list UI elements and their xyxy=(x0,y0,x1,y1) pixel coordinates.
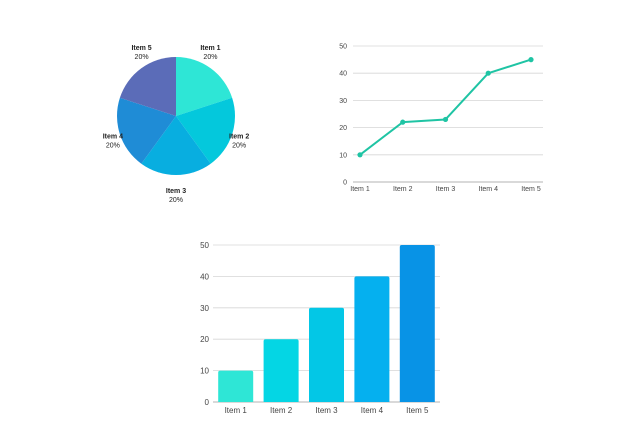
pie-label-3: Item 3 xyxy=(166,188,186,195)
line-x-tick: Item 4 xyxy=(479,186,499,193)
line-point-1 xyxy=(357,152,363,158)
pie-label-4: Item 4 xyxy=(103,133,123,140)
line-x-tick: Item 1 xyxy=(350,186,370,193)
bar-y-tick: 10 xyxy=(200,367,209,376)
bar-2 xyxy=(263,339,299,402)
bar-4 xyxy=(354,276,390,402)
pie-percent-4: 20% xyxy=(106,142,120,149)
line-point-2 xyxy=(400,119,406,125)
pie-label-2: Item 2 xyxy=(229,133,249,140)
bar-3 xyxy=(309,307,344,402)
bar-y-tick: 50 xyxy=(200,241,209,250)
bar-y-tick: 20 xyxy=(200,335,209,344)
line-chart: 0 10 20 30 40 50 Item 1 Item 2 Item 3 Item 4 Item … xyxy=(339,44,543,193)
pie-label-5: Item 5 xyxy=(131,45,151,52)
pie-percent-2: 20% xyxy=(232,142,246,149)
line-point-5 xyxy=(528,57,534,63)
bar-chart: 0 10 20 30 40 50 Item 1 Item 2 Item 3 Item 4 Item … xyxy=(200,241,440,415)
bar-x-tick: Item 3 xyxy=(315,406,338,415)
pie-percent-3: 20% xyxy=(169,197,183,204)
bar-5 xyxy=(399,245,435,402)
pie-percent-1: 20% xyxy=(203,54,217,61)
pie-slice-5 xyxy=(119,57,176,116)
line-point-4 xyxy=(485,70,491,76)
pie-percent-5: 20% xyxy=(135,54,149,61)
line-y-tick: 20 xyxy=(339,125,347,132)
pie-chart: Item 1 20% Item 2 20% Item 3 20% Item 4 20% Item… xyxy=(103,45,250,204)
bar-y-tick: 0 xyxy=(205,398,210,407)
pie-label-1: Item 1 xyxy=(200,45,220,52)
line-x-tick: Item 2 xyxy=(393,186,413,193)
line-point-3 xyxy=(442,116,449,123)
pie-slice-1 xyxy=(176,57,233,116)
line-x-tick: Item 3 xyxy=(436,186,456,193)
bar-y-tick: 30 xyxy=(200,304,209,313)
pie-slice-3 xyxy=(141,116,211,176)
bar-x-tick: Item 2 xyxy=(270,406,293,415)
pie-slice-4 xyxy=(117,97,176,164)
line-y-tick: 0 xyxy=(343,180,347,187)
line-x-tick: Item 5 xyxy=(521,186,541,193)
bar-x-tick: Item 1 xyxy=(225,406,248,415)
bar-1 xyxy=(218,370,254,402)
line-y-tick: 30 xyxy=(339,98,347,105)
bar-x-tick: Item 4 xyxy=(361,406,384,415)
pie-slice-2 xyxy=(176,97,236,164)
bar-y-tick: 40 xyxy=(200,272,209,281)
line-series xyxy=(359,58,532,156)
line-y-tick: 50 xyxy=(339,44,347,51)
line-y-tick: 10 xyxy=(339,152,347,159)
line-y-tick: 40 xyxy=(339,71,347,78)
bar-x-tick: Item 5 xyxy=(406,406,429,415)
